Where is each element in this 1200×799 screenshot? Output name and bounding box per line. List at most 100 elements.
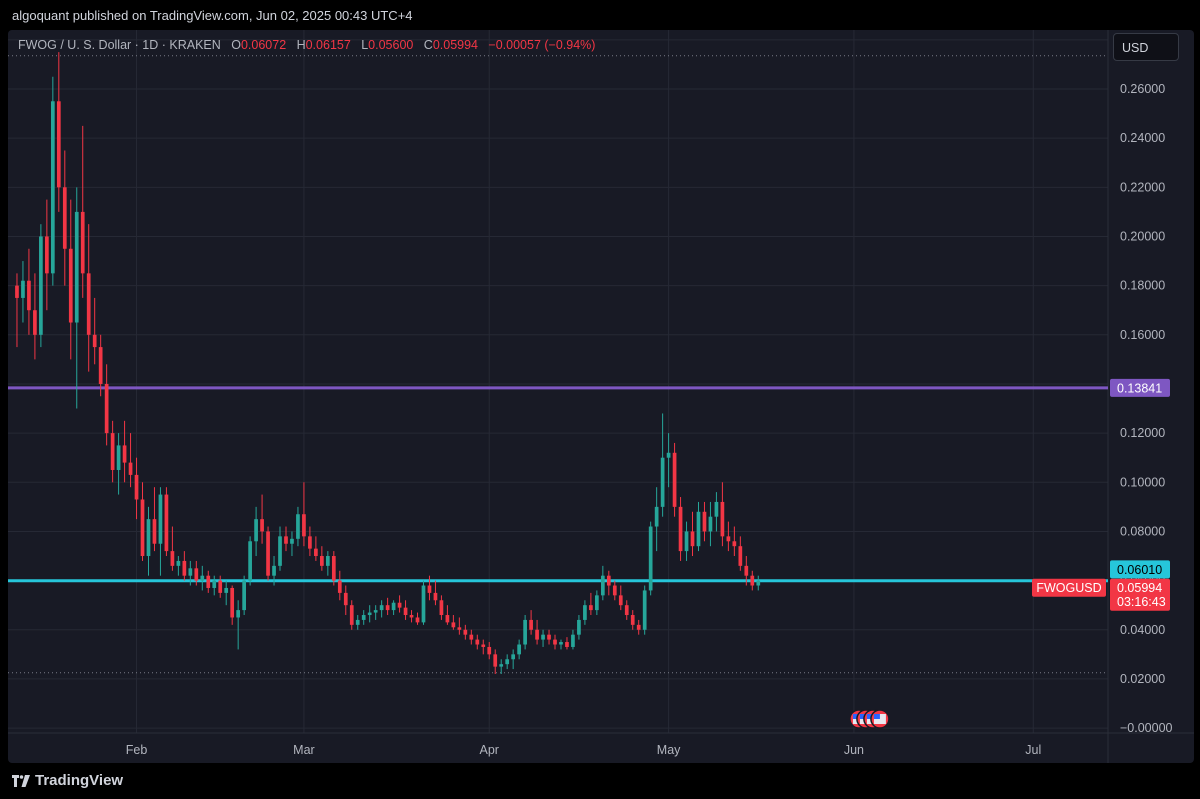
candle-body — [595, 595, 599, 611]
candle-body — [325, 556, 330, 566]
candle-body — [427, 585, 432, 593]
candle-body — [56, 101, 61, 188]
candle-body — [104, 383, 109, 434]
candle-body — [194, 568, 199, 581]
candle-body — [726, 536, 731, 542]
candle-body — [320, 556, 324, 566]
candlestick-chart[interactable]: 0.280000.260000.240000.220000.200000.180… — [8, 30, 1194, 763]
candle-body — [523, 619, 527, 645]
candle-body — [487, 646, 492, 655]
candle-body — [15, 285, 19, 298]
candle-body — [696, 511, 701, 547]
candle-body — [236, 610, 241, 618]
open-label: O — [231, 38, 241, 52]
high-label: H — [296, 38, 306, 52]
symbol-name[interactable]: FWOG / U. S. Dollar · 1D · KRAKEN — [18, 38, 221, 52]
candle-body — [589, 605, 593, 611]
candle-body — [391, 602, 396, 611]
candle-body — [134, 474, 139, 500]
x-tick-label: Feb — [126, 743, 148, 757]
y-tick-label: 0.02000 — [1120, 672, 1165, 686]
candle-body — [409, 615, 414, 618]
candle-body — [98, 347, 103, 384]
candle-body — [475, 639, 480, 645]
candle-body — [439, 600, 444, 616]
candle-body — [33, 310, 37, 335]
candle-body — [469, 634, 474, 640]
candle-body — [284, 536, 288, 544]
candle-body — [732, 541, 737, 547]
symbol-price-tag — [1032, 578, 1106, 597]
candle-body — [337, 580, 342, 593]
candle-body — [74, 211, 79, 323]
candle-body — [110, 433, 115, 470]
currency-button[interactable]: USD — [1113, 33, 1179, 61]
y-tick-label: 0.18000 — [1120, 279, 1165, 293]
x-tick-label: Jul — [1025, 743, 1041, 757]
flag-canton — [873, 714, 880, 719]
candle-body — [397, 602, 402, 608]
y-tick-label: 0.22000 — [1120, 180, 1165, 194]
candle-body — [224, 587, 229, 593]
resistance-price-label: 0.13841 — [1117, 381, 1162, 395]
candle-body — [702, 511, 707, 532]
candle-body — [206, 575, 211, 588]
tradingview-icon — [12, 774, 30, 787]
candle-body — [355, 619, 360, 625]
low-value: 0.05600 — [368, 38, 414, 52]
candle-body — [308, 536, 312, 549]
candle-body — [21, 280, 25, 298]
x-tick-label: Mar — [293, 743, 315, 757]
candle-body — [385, 605, 390, 611]
close-label: C — [423, 38, 433, 52]
candle-body — [433, 592, 438, 601]
candle-body — [361, 615, 366, 620]
candle-body — [630, 615, 635, 625]
candle-body — [62, 187, 67, 249]
candle-body — [343, 592, 348, 606]
bar-countdown: 03:16:43 — [1117, 595, 1166, 609]
candle-body — [182, 560, 187, 576]
candle-body — [230, 587, 235, 618]
candle-body — [511, 654, 516, 660]
candle-body — [553, 639, 557, 645]
candle-body — [547, 634, 551, 640]
candle-body — [248, 541, 252, 581]
publish-header: algoquant published on TradingView.com, … — [0, 0, 1200, 32]
candle-body — [624, 605, 629, 616]
last-price-tag — [1110, 578, 1170, 611]
candle-body — [68, 248, 73, 323]
candle-body — [403, 607, 408, 616]
flag-canton — [866, 714, 873, 719]
candle-body — [116, 445, 121, 470]
candle-body — [720, 501, 725, 537]
candle-body — [708, 516, 713, 532]
last-open-price-tag — [1110, 560, 1170, 579]
candle-body — [660, 457, 665, 507]
candle-body — [583, 605, 587, 620]
candle-body — [45, 236, 49, 274]
candle-body — [451, 622, 456, 628]
candle-body — [92, 334, 97, 348]
candle-body — [27, 280, 31, 311]
y-tick-label: 0.24000 — [1120, 131, 1165, 145]
candle-body — [146, 519, 151, 557]
candle-body — [529, 619, 533, 630]
open-value: 0.06072 — [240, 38, 287, 52]
candle-body — [266, 531, 270, 576]
y-tick-label: 0.16000 — [1120, 328, 1165, 342]
candle-body — [744, 565, 749, 576]
candle-body — [505, 659, 510, 665]
candle-body — [50, 101, 55, 274]
candle-body — [379, 605, 384, 611]
candle-body — [140, 499, 145, 557]
candle-body — [714, 501, 719, 517]
candle-body — [517, 644, 521, 655]
candle-body — [559, 642, 563, 645]
candle-body — [642, 590, 647, 630]
candle-body — [331, 556, 336, 581]
chart-panel[interactable]: 0.280000.260000.240000.220000.200000.180… — [8, 30, 1194, 763]
x-tick-label: Apr — [480, 743, 499, 757]
candle-body — [122, 445, 127, 463]
tradingview-logo[interactable]: TradingView — [12, 772, 123, 789]
